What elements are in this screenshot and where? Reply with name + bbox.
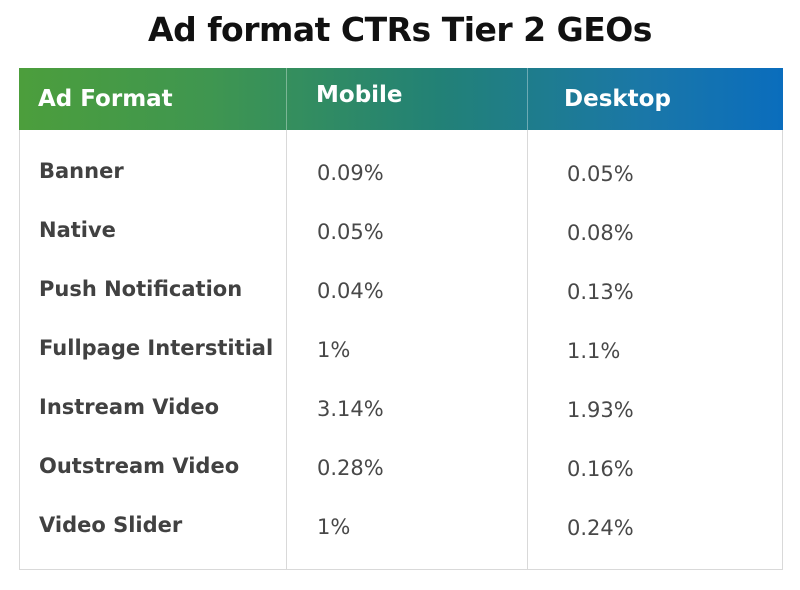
header-ad-format: Ad Format — [38, 86, 173, 112]
cell-mobile-ctr: 0.09% — [317, 161, 384, 185]
column-divider-1 — [286, 130, 287, 569]
header-divider-1 — [286, 68, 287, 130]
cell-desktop-ctr: 0.13% — [567, 280, 634, 304]
ctr-table: Ad Format Mobile Desktop Banner 0.09% 0.05… — [19, 68, 783, 570]
cell-desktop-ctr: 0.16% — [567, 457, 634, 481]
cell-mobile-ctr: 1% — [317, 515, 351, 539]
cell-ad-format: Native — [39, 218, 116, 242]
table-row: Push Notification 0.04% 0.13% — [20, 269, 782, 309]
table-row: Fullpage Interstitial 1% 1.1% — [20, 328, 782, 368]
cell-ad-format: Outstream Video — [39, 454, 240, 478]
table-row: Outstream Video 0.28% 0.16% — [20, 446, 782, 486]
cell-desktop-ctr: 1.93% — [567, 398, 634, 422]
table-row: Banner 0.09% 0.05% — [20, 151, 782, 191]
cell-ad-format: Video Slider — [39, 513, 183, 537]
table-row: Video Slider 1% 0.24% — [20, 505, 782, 545]
header-divider-2 — [527, 68, 528, 130]
table-header: Ad Format Mobile Desktop — [19, 68, 783, 130]
cell-ad-format: Instream Video — [39, 395, 220, 419]
table-row: Native 0.05% 0.08% — [20, 210, 782, 250]
cell-ad-format: Push Notification — [39, 277, 243, 301]
column-divider-2 — [527, 130, 528, 569]
cell-mobile-ctr: 0.04% — [317, 279, 384, 303]
cell-mobile-ctr: 0.05% — [317, 220, 384, 244]
cell-mobile-ctr: 0.28% — [317, 456, 384, 480]
cell-ad-format: Banner — [39, 159, 124, 183]
cell-desktop-ctr: 0.24% — [567, 516, 634, 540]
cell-desktop-ctr: 1.1% — [567, 339, 621, 363]
header-mobile: Mobile — [316, 82, 403, 108]
chart-title: Ad format CTRs Tier 2 GEOs — [148, 10, 652, 49]
cell-ad-format: Fullpage Interstitial — [39, 336, 274, 360]
cell-desktop-ctr: 0.05% — [567, 162, 634, 186]
cell-mobile-ctr: 3.14% — [317, 397, 384, 421]
header-desktop: Desktop — [564, 86, 671, 112]
table-row: Instream Video 3.14% 1.93% — [20, 387, 782, 427]
cell-mobile-ctr: 1% — [317, 338, 351, 362]
cell-desktop-ctr: 0.08% — [567, 221, 634, 245]
